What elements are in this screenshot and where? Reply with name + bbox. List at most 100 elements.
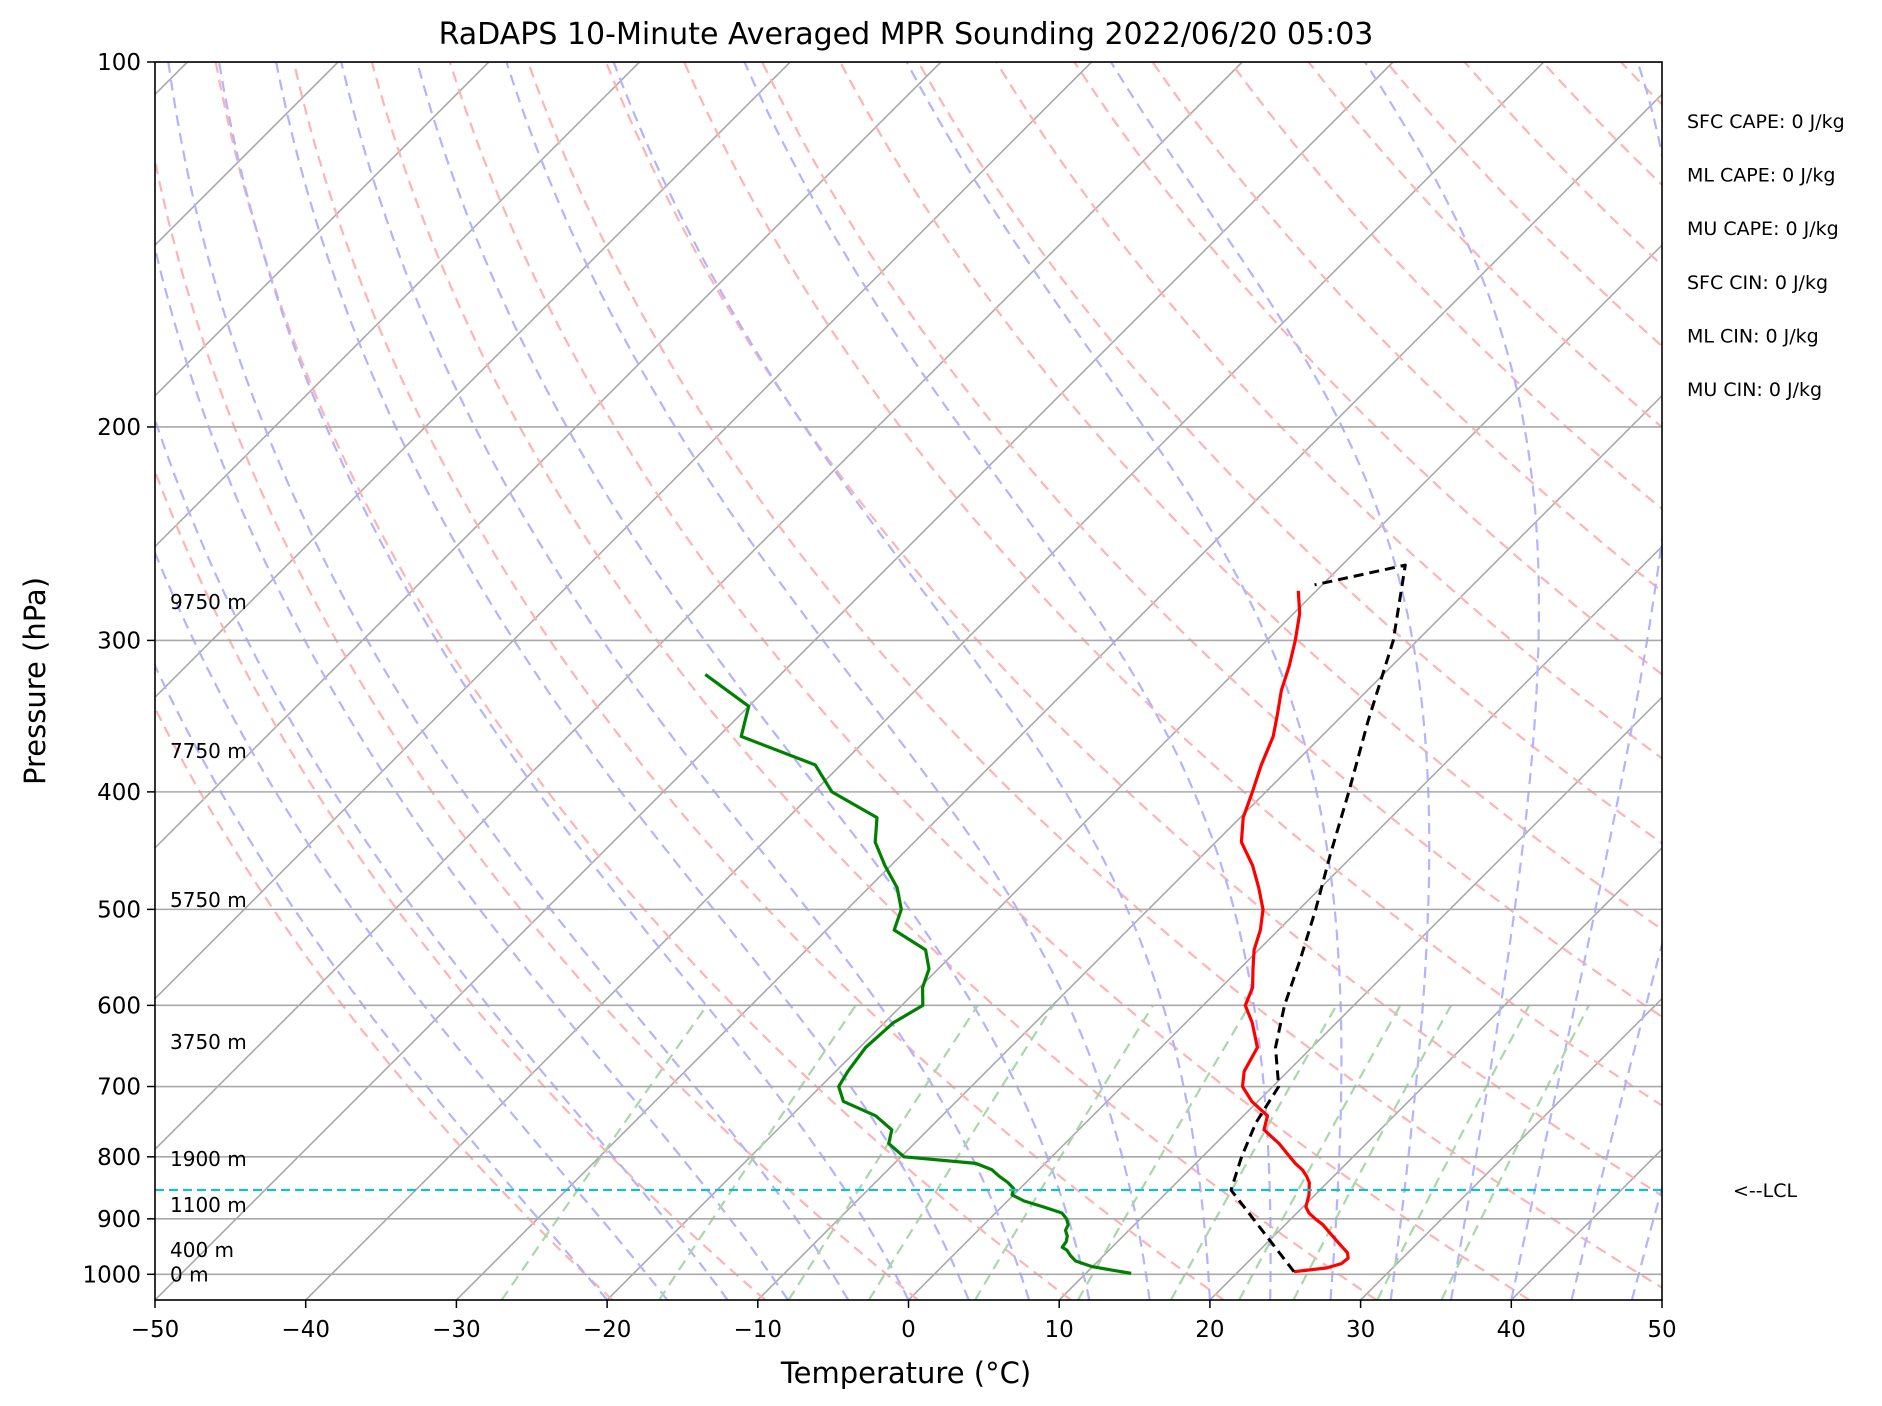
stability-stat: ML CAPE: 0 J/kg — [1687, 165, 1835, 187]
mixing-ratio-line — [867, 1004, 1055, 1300]
mixing-ratio-line — [1440, 1004, 1590, 1300]
y-tick-label: 700 — [97, 1075, 141, 1101]
height-label: 7750 m — [170, 739, 247, 763]
isotherm-line — [1360, 997, 1662, 1300]
x-tick-label: −40 — [281, 1317, 330, 1343]
moist-adiabat-line — [218, 62, 910, 1300]
dry-adiabat-line — [604, 62, 1662, 1198]
height-label: 400 m — [170, 1238, 234, 1262]
dry-adiabat-line — [917, 62, 1662, 845]
mixing-ratio-line — [1077, 1004, 1251, 1300]
height-label: 3750 m — [170, 1030, 247, 1054]
dry-adiabat-line — [370, 62, 1378, 1300]
y-tick-label: 1000 — [82, 1262, 141, 1288]
moist-adiabat-line — [1570, 939, 1662, 1300]
moist-adiabat-line — [155, 663, 608, 1300]
isotherm-line — [155, 62, 641, 548]
dry-adiabat-line — [155, 155, 919, 1300]
dry-adiabat-line — [683, 62, 1662, 1107]
lcl-label: <--LCL — [1733, 1180, 1797, 1202]
isotherm-line — [606, 243, 1662, 1300]
isotherm-line — [1209, 846, 1662, 1300]
isotherm-line — [907, 545, 1662, 1300]
y-axis-label: Pressure (hPa) — [18, 577, 52, 785]
mixing-ratio-line — [787, 1004, 979, 1300]
moist-adiabat-line — [1364, 62, 1540, 1300]
moist-adiabat-line — [167, 62, 850, 1300]
isotherm-line — [155, 62, 490, 397]
background-lines — [155, 62, 1882, 1300]
moist-adiabat-line — [1510, 62, 1662, 1300]
moist-adiabat-line — [905, 62, 1343, 1300]
mixing-ratio-line — [1238, 1004, 1402, 1300]
isotherm-line — [155, 62, 791, 699]
stability-annotations: SFC CAPE: 0 J/kg ML CAPE: 0 J/kg MU CAPE: … — [1687, 111, 1845, 401]
stability-stat: SFC CAPE: 0 J/kg — [1687, 111, 1845, 133]
mixing-ratio-line — [500, 1004, 708, 1300]
moist-adiabat-line — [275, 62, 970, 1300]
x-tick-label: 0 — [901, 1317, 916, 1343]
isotherm-line — [155, 62, 942, 850]
moist-adiabat-line — [416, 62, 1091, 1300]
parcel-trace — [1229, 563, 1407, 1273]
x-tick-label: −30 — [432, 1317, 481, 1343]
temperature-trace — [1239, 590, 1350, 1274]
y-tick-label: 200 — [97, 415, 141, 441]
stability-stat: ML CIN: 0 J/kg — [1687, 325, 1819, 347]
stability-stat: MU CAPE: 0 J/kg — [1687, 218, 1839, 240]
moist-adiabat-line — [340, 62, 1031, 1300]
mixing-ratio-line — [1292, 1004, 1452, 1300]
isotherm-line — [155, 62, 1093, 1000]
dry-adiabat-line — [1541, 62, 1662, 187]
dry-adiabat-line — [761, 62, 1662, 1019]
stability-stat: MU CIN: 0 J/kg — [1687, 379, 1822, 401]
isotherm-line — [757, 394, 1662, 1300]
height-label: 1900 m — [170, 1147, 247, 1171]
mixing-ratio-line — [1376, 1004, 1531, 1300]
dry-adiabat-line — [1073, 62, 1662, 676]
x-tick-label: 50 — [1647, 1317, 1676, 1343]
x-tick-label: 20 — [1195, 1317, 1224, 1343]
x-tick-label: 40 — [1497, 1317, 1526, 1343]
isotherm-line — [1661, 1298, 1662, 1300]
moist-adiabat-line — [155, 416, 729, 1300]
moist-adiabat-line — [743, 62, 1272, 1300]
moist-adiabat-line — [155, 243, 789, 1300]
mixing-ratio-line — [658, 1004, 857, 1300]
x-tick-label: 10 — [1045, 1317, 1074, 1343]
dry-adiabat-line — [1229, 62, 1662, 511]
moist-adiabat-line — [155, 549, 669, 1300]
x-axis-label: Temperature (°C) — [780, 1356, 1031, 1390]
y-tick-label: 400 — [97, 780, 141, 806]
y-tick-label: 500 — [97, 897, 141, 923]
isotherm-line — [155, 62, 1394, 1300]
isotherm-line — [455, 93, 1662, 1300]
y-tick-label: 100 — [97, 50, 141, 76]
isotherm-line — [1813, 62, 1882, 1300]
moist-adiabat-line — [612, 62, 1211, 1300]
sounding-traces — [155, 563, 1662, 1275]
x-tick-label: −10 — [734, 1317, 783, 1343]
dry-adiabat-line — [1699, 62, 1882, 1300]
isotherm-line — [1058, 696, 1662, 1300]
plot-frame — [154, 61, 1663, 1301]
chart-title: RaDAPS 10-Minute Averaged MPR Sounding 2… — [439, 17, 1374, 52]
pressure-grid — [155, 62, 1662, 1276]
dry-adiabat-line — [995, 62, 1662, 760]
height-label: 0 m — [170, 1262, 209, 1286]
dry-adiabat-line — [839, 62, 1662, 931]
moist-adiabat-line — [505, 62, 1151, 1300]
dry-adiabat-line — [1385, 62, 1662, 348]
dry-adiabat-line — [1151, 62, 1662, 593]
dry-adiabat-line — [292, 62, 1225, 1300]
x-tick-label: −20 — [583, 1317, 632, 1343]
y-tick-label: 300 — [97, 628, 141, 654]
axis-ticks: −50 −40 −30 −20 −10 0 10 20 30 40 50 100 200 300 400 50… — [82, 50, 1676, 1343]
x-tick-label: −50 — [131, 1317, 180, 1343]
height-label: 9750 m — [170, 590, 247, 614]
height-label: 1100 m — [170, 1193, 247, 1217]
moist-adiabat-line — [1630, 1184, 1662, 1300]
isotherm-line — [1510, 1148, 1662, 1300]
